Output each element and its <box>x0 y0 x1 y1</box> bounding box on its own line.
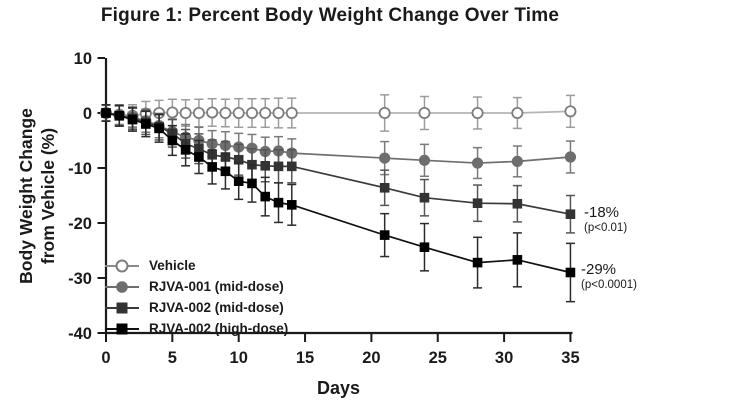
legend-label: RJVA-002 (high-dose) <box>149 321 289 336</box>
annotation-value: -18% <box>584 204 620 221</box>
open-circle-marker <box>418 107 431 120</box>
filled-square-marker <box>565 209 576 219</box>
y-tick-label: -20 <box>68 215 92 233</box>
open-circle-marker <box>206 106 219 119</box>
y-tick-label: -30 <box>68 270 92 288</box>
filled-square-marker <box>512 255 523 265</box>
filled-square-marker <box>233 176 244 186</box>
filled-square-marker <box>273 161 284 172</box>
annotation-high-dose-endpoint: -29% (p<0.0001) <box>581 262 637 292</box>
annotation-pvalue: (p<0.0001) <box>581 279 637 291</box>
legend-label: RJVA-002 (mid-dose) <box>149 300 284 315</box>
filled-square-marker <box>273 197 284 208</box>
filled-square-marker <box>101 108 111 118</box>
filled-square-marker <box>233 154 244 165</box>
y-tick-label: -40 <box>68 325 92 343</box>
x-axis-title: Days <box>316 378 361 398</box>
x-tick-label: 15 <box>296 349 314 367</box>
open-circle-marker <box>471 107 484 120</box>
filled-square-marker <box>141 119 151 129</box>
filled-square-marker <box>194 152 204 162</box>
filled-square-marker <box>472 257 483 268</box>
legend-item-rjva002-mid: RJVA-002 (mid-dose) <box>104 297 288 318</box>
filled-square-marker <box>419 242 430 252</box>
filled-square-marker <box>286 200 297 210</box>
filled-square-marker <box>419 192 430 203</box>
filled-circle-marker <box>379 152 391 164</box>
open-circle-marker <box>511 107 524 120</box>
open-circle-marker <box>378 107 391 120</box>
open-circle-marker <box>245 107 258 120</box>
filled-square-marker <box>260 191 271 202</box>
open-circle-marker-icon <box>104 257 140 275</box>
filled-circle-marker-icon <box>104 278 140 296</box>
x-tick-label: 10 <box>230 349 248 367</box>
filled-square-marker <box>154 123 164 134</box>
filled-square-marker <box>207 162 217 172</box>
legend-label: Vehicle <box>149 258 196 273</box>
filled-circle-marker <box>471 157 484 169</box>
annotation-pvalue: (p<0.01) <box>584 222 628 234</box>
legend-label: RJVA-001 (mid-dose) <box>149 279 284 294</box>
filled-square-marker <box>247 178 257 189</box>
annotation-value: -29% <box>581 261 617 278</box>
open-circle-marker <box>259 107 272 120</box>
figure-title: Figure 1: Percent Body Weight Change Ove… <box>100 5 560 26</box>
filled-square-marker <box>127 114 138 125</box>
y-tick-label: -10 <box>68 160 92 178</box>
filled-square-marker <box>379 230 390 240</box>
x-tick-label: 0 <box>101 349 110 367</box>
open-circle-marker <box>192 107 205 120</box>
chart-legend: Vehicle RJVA-001 (mid-dose) RJVA-002 (mi… <box>104 255 288 339</box>
filled-square-marker <box>472 198 483 208</box>
filled-square-marker-icon <box>104 299 140 317</box>
legend-item-vehicle: Vehicle <box>104 255 288 276</box>
open-circle-marker <box>285 107 298 120</box>
legend-item-rjva001-mid: RJVA-001 (mid-dose) <box>104 276 288 297</box>
filled-square-marker-icon <box>104 320 140 338</box>
open-circle-marker <box>166 106 179 119</box>
series-rjva-002-mid-dose- <box>101 104 576 234</box>
open-circle-marker <box>272 107 285 120</box>
open-circle-marker <box>564 105 577 118</box>
filled-square-marker <box>260 161 271 171</box>
filled-circle-marker <box>418 154 431 166</box>
x-tick-label: 35 <box>561 349 579 367</box>
y-tick-label: 0 <box>83 105 92 123</box>
open-circle-marker <box>219 107 232 120</box>
filled-square-marker <box>167 135 178 146</box>
x-tick-label: 5 <box>168 349 177 367</box>
filled-square-marker <box>114 110 125 121</box>
open-circle-marker <box>179 107 192 120</box>
filled-square-marker <box>565 267 576 278</box>
filled-circle-marker <box>511 155 523 167</box>
filled-square-marker <box>220 166 231 177</box>
x-tick-label: 25 <box>429 349 447 367</box>
filled-square-marker <box>286 161 297 172</box>
annotation-mid-dose-endpoint: -18% (p<0.01) <box>584 205 627 235</box>
filled-square-marker <box>512 198 523 209</box>
legend-item-rjva002-high: RJVA-002 (high-dose) <box>104 318 288 339</box>
series-rjva-002-high-dose- <box>101 104 576 303</box>
y-tick-label: 10 <box>74 50 92 68</box>
open-circle-marker <box>232 107 245 120</box>
x-tick-label: 30 <box>495 349 513 367</box>
filled-circle-marker <box>564 151 577 163</box>
filled-square-marker <box>180 145 191 155</box>
x-tick-label: 20 <box>362 349 380 367</box>
filled-square-marker <box>379 183 390 193</box>
